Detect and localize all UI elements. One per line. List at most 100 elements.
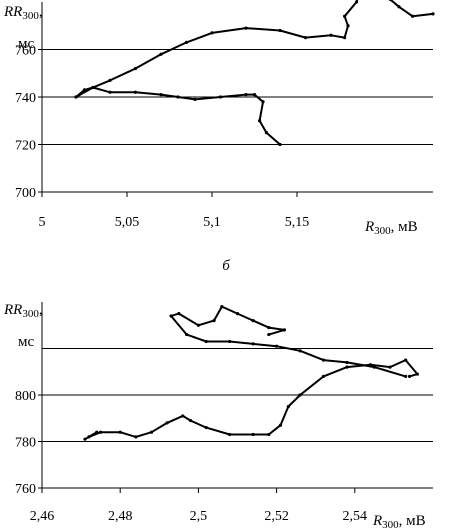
y-axis-label-separator: ,	[39, 302, 43, 318]
data-point	[228, 339, 232, 344]
x-axis-label-symbol: R	[372, 513, 382, 529]
data-point	[267, 332, 271, 337]
data-point	[345, 365, 349, 369]
y-tick-label: 760	[15, 44, 36, 59]
data-point	[278, 423, 283, 427]
series-2	[74, 0, 435, 99]
y-axis-label: RR300,	[3, 4, 43, 22]
x-axis-label-unit: , мВ	[391, 219, 418, 235]
data-point	[303, 36, 308, 40]
data-point	[282, 328, 287, 332]
data-point	[83, 437, 87, 441]
data-point	[196, 323, 200, 327]
data-point	[298, 349, 302, 353]
data-point	[431, 12, 435, 16]
data-point	[346, 24, 350, 28]
x-tick-label: 2,54	[343, 509, 368, 524]
data-point	[354, 0, 359, 4]
x-tick-label: 5,15	[285, 215, 310, 230]
data-point	[91, 85, 95, 90]
data-point	[87, 435, 91, 439]
series-1	[74, 85, 282, 147]
data-point	[210, 31, 214, 35]
data-point	[343, 14, 347, 18]
data-point	[345, 360, 349, 365]
data-point	[177, 312, 181, 316]
y-axis-label-subscript: 300	[22, 10, 39, 22]
data-point	[415, 372, 419, 376]
y-axis-label-symbol: RR	[3, 4, 22, 20]
data-point	[329, 33, 333, 37]
x-axis-label: R300, мВ	[364, 219, 418, 237]
data-point	[261, 100, 265, 104]
data-point	[169, 314, 173, 318]
y-tick-label: 720	[15, 139, 36, 154]
data-point	[218, 95, 223, 99]
data-point	[134, 435, 138, 439]
y-tick-label: 800	[15, 389, 36, 404]
panel-label: б	[222, 258, 230, 274]
data-point	[244, 26, 248, 30]
x-tick-label: 5	[39, 215, 46, 230]
data-point	[267, 325, 271, 330]
y-axis-label-symbol: RR	[3, 302, 22, 318]
data-point	[185, 332, 189, 337]
data-point	[159, 52, 163, 56]
data-point	[235, 312, 240, 316]
x-tick-label: 5,1	[203, 215, 221, 230]
x-tick-label: 2,48	[108, 509, 133, 524]
data-point	[176, 95, 180, 99]
data-point	[244, 93, 248, 97]
y-axis-label: RR300,	[3, 302, 43, 320]
data-point	[212, 319, 216, 323]
data-point	[264, 131, 268, 135]
y-axis-unit: мс	[18, 334, 34, 350]
data-point	[108, 90, 112, 94]
data-point	[118, 430, 122, 434]
x-tick-label: 5,05	[115, 215, 140, 230]
data-point	[404, 374, 408, 378]
series-line	[84, 359, 419, 441]
data-point	[159, 93, 163, 97]
data-point	[133, 90, 138, 94]
data-point	[251, 342, 255, 346]
data-point	[99, 430, 103, 434]
y-tick-label: 780	[15, 436, 36, 451]
y-axis-label-separator: ,	[39, 4, 43, 20]
series-line	[75, 0, 434, 98]
x-axis-label-subscript: 300	[382, 519, 399, 530]
y-tick-label: 760	[15, 482, 36, 497]
series-2	[169, 305, 408, 378]
data-point	[108, 78, 112, 82]
data-point	[220, 305, 224, 309]
data-point	[95, 430, 99, 434]
series-line	[170, 305, 407, 378]
data-point	[321, 358, 326, 362]
data-point	[188, 418, 193, 423]
data-point	[286, 405, 290, 409]
data-point	[278, 142, 282, 147]
data-point	[388, 0, 393, 2]
data-point	[372, 365, 376, 369]
data-point	[407, 374, 412, 378]
data-point	[321, 374, 326, 378]
data-point	[228, 432, 232, 437]
data-point	[204, 339, 208, 344]
data-point	[193, 97, 197, 101]
data-point	[388, 365, 392, 369]
data-point	[258, 119, 262, 123]
data-point	[184, 40, 189, 44]
x-tick-label: 2,5	[190, 509, 208, 524]
data-point	[165, 421, 169, 425]
data-point	[397, 5, 401, 9]
data-point	[181, 414, 185, 418]
data-point	[298, 393, 302, 397]
data-point	[411, 14, 415, 18]
data-point	[343, 36, 347, 40]
x-axis-label: R300, мВ	[372, 513, 426, 530]
x-tick-label: 2,52	[264, 509, 289, 524]
data-point	[267, 432, 271, 437]
